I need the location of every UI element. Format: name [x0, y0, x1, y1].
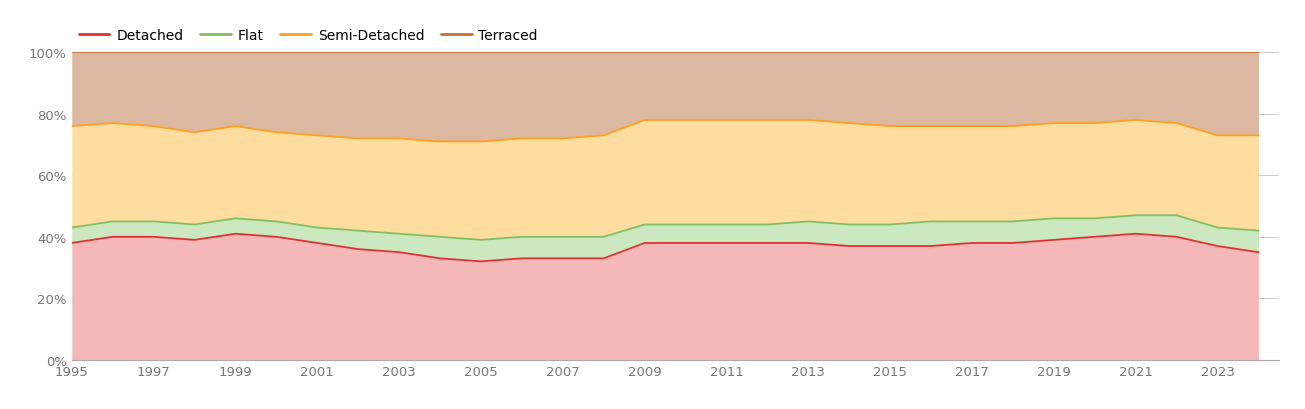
Legend: Detached, Flat, Semi-Detached, Terraced: Detached, Flat, Semi-Detached, Terraced [78, 29, 538, 43]
